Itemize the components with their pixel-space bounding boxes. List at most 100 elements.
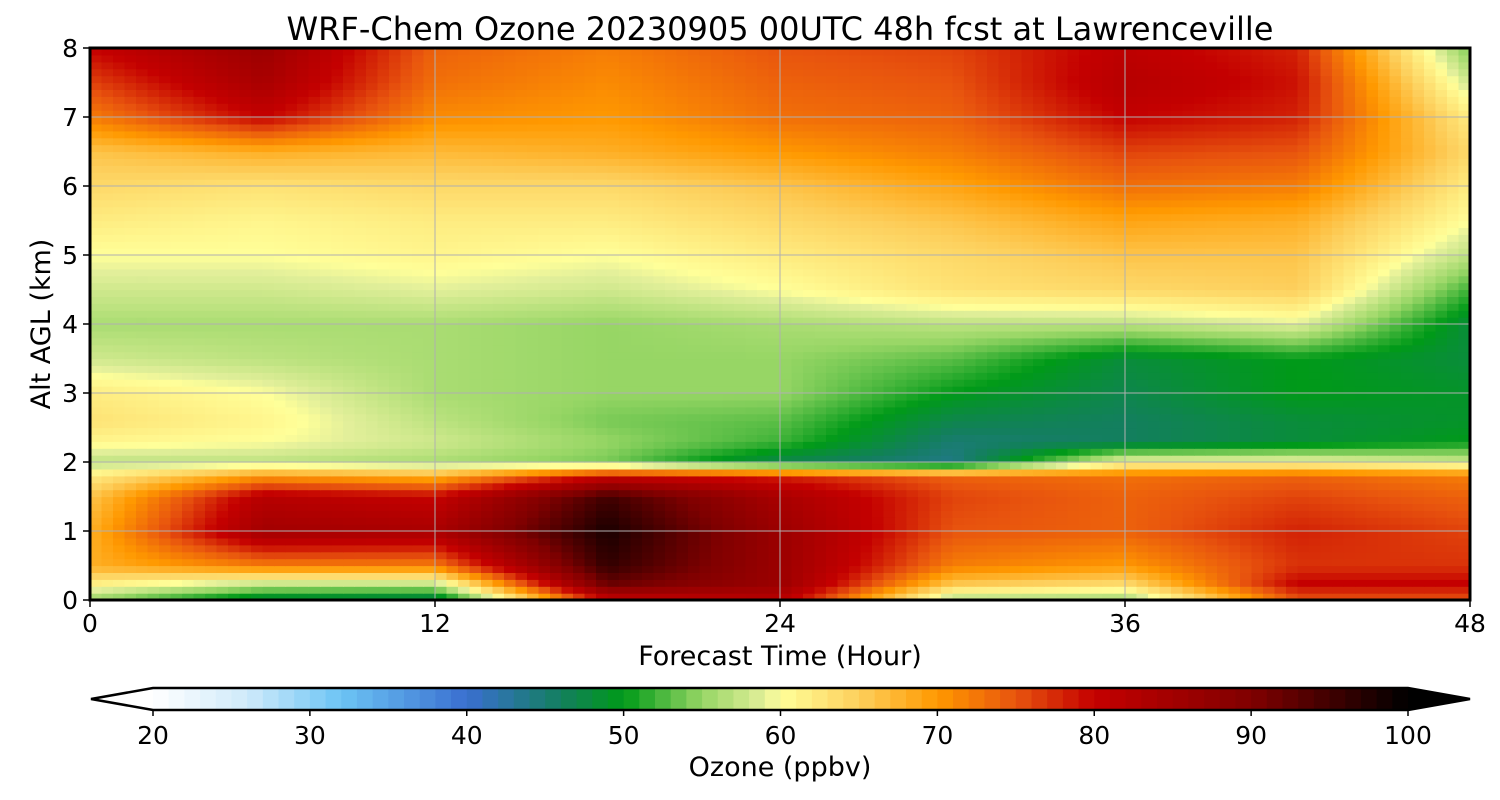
heatmap-cell [1217,434,1230,442]
heatmap-cell [1366,399,1379,408]
heatmap-cell [377,393,390,401]
heatmap-cell [975,586,988,594]
heatmap-cell [964,351,977,360]
heatmap-cell [837,344,850,353]
heatmap-cell [1447,358,1460,366]
heatmap-cell [469,386,482,394]
heatmap-cell [964,462,977,470]
heatmap-cell [285,420,298,429]
heatmap-cell [239,365,252,373]
heatmap-cell [642,406,655,415]
heatmap-cell [1332,593,1345,601]
heatmap-cell [906,420,919,429]
heatmap-cell [412,593,425,601]
heatmap-cell [377,510,390,518]
heatmap-cell [1136,448,1149,456]
heatmap-cell [814,462,827,470]
heatmap-cell [803,586,816,594]
heatmap-cell [343,462,356,470]
heatmap-cell [366,579,379,587]
heatmap-cell [193,517,206,525]
heatmap-cell [1067,324,1080,332]
heatmap-cell [860,524,873,532]
heatmap-cell [239,427,252,435]
heatmap-cell [642,579,655,587]
heatmap-cell [975,565,988,573]
heatmap-cell [1113,372,1126,380]
heatmap-cell [1378,420,1391,429]
heatmap-cell [1010,524,1023,532]
heatmap-cell [389,496,402,504]
heatmap-cell [918,427,931,435]
heatmap-cell [159,572,172,580]
heatmap-cell [274,496,287,504]
heatmap-cell [400,344,413,353]
heatmap-cell [1182,399,1195,408]
heatmap-cell [205,330,218,339]
heatmap-cell [1067,558,1080,567]
heatmap-cell [228,558,241,567]
heatmap-cell [285,413,298,422]
heatmap-cell [193,462,206,470]
heatmap-cell [780,420,793,429]
heatmap-cell [676,324,689,332]
heatmap-cell [642,379,655,387]
heatmap-cell [228,531,241,539]
heatmap-cell [251,558,264,567]
heatmap-cell [1021,496,1034,504]
heatmap-cell [205,310,218,318]
heatmap-cell [1389,462,1402,470]
heatmap-cell [573,531,586,539]
heatmap-cell [297,531,310,539]
heatmap-cell [527,510,540,518]
heatmap-cell [136,475,149,484]
heatmap-cell [1274,531,1287,539]
heatmap-cell [412,434,425,442]
heatmap-cell [1332,586,1345,594]
heatmap-cell [1182,572,1195,580]
heatmap-cell [446,565,459,573]
heatmap-cell [1067,337,1080,346]
heatmap-cell [964,482,977,491]
heatmap-cell [136,413,149,422]
heatmap-cell [1263,537,1276,546]
heatmap-cell [734,496,747,504]
heatmap-cell [481,462,494,470]
heatmap-cell [274,441,287,449]
heatmap-cell [113,379,126,387]
heatmap-cell [366,489,379,498]
heatmap-cell [1125,330,1138,339]
heatmap-cell [573,441,586,449]
heatmap-cell [1240,317,1253,325]
heatmap-cell [722,330,735,339]
heatmap-cell [504,434,517,442]
heatmap-cell [239,503,252,511]
heatmap-cell [320,337,333,346]
heatmap-cell [665,413,678,422]
heatmap-cell [1044,551,1057,560]
heatmap-cell [1136,544,1149,553]
heatmap-cell [1205,572,1218,580]
heatmap-cell [1033,434,1046,442]
heatmap-cell [389,489,402,498]
heatmap-cell [952,310,965,318]
heatmap-cell [1113,579,1126,587]
heatmap-cell [400,524,413,532]
heatmap-cell [1079,565,1092,573]
heatmap-cell [1113,468,1126,477]
heatmap-cell [1355,427,1368,435]
heatmap-cell [550,393,563,401]
heatmap-cell [1010,510,1023,518]
heatmap-cell [412,344,425,353]
heatmap-cell [1274,572,1287,580]
heatmap-cell [1447,386,1460,394]
heatmap-cell [1090,579,1103,587]
heatmap-cell [1102,558,1115,567]
heatmap-cell [1286,344,1299,353]
heatmap-cell [343,482,356,491]
heatmap-cell [619,324,632,332]
heatmap-cell [423,579,436,587]
heatmap-cell [1309,558,1322,567]
heatmap-cell [1251,482,1264,491]
heatmap-cell [331,468,344,477]
